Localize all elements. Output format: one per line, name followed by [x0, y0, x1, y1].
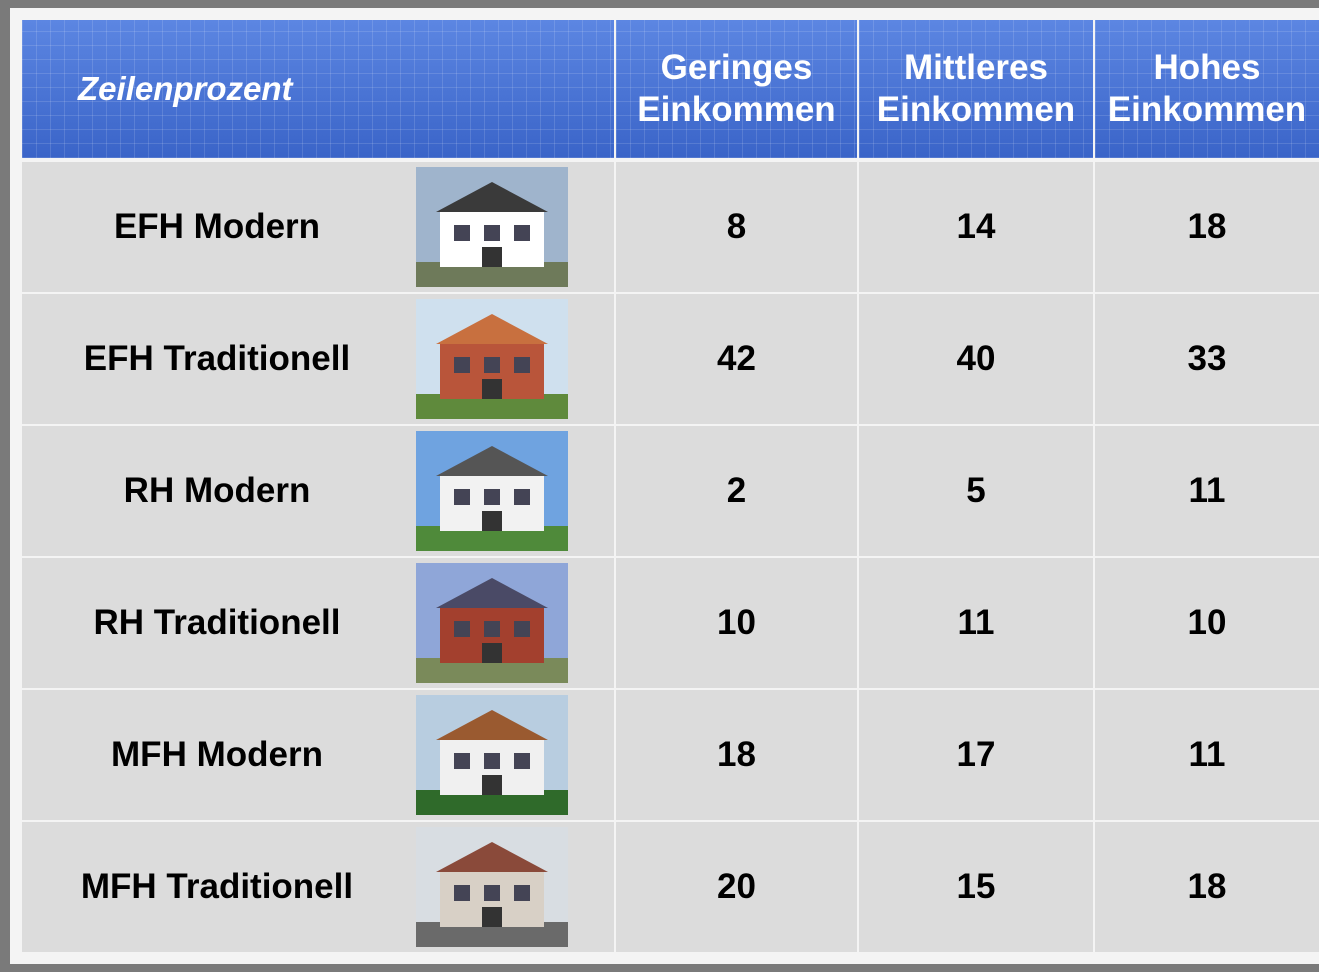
cell-text: RH Traditionell [93, 603, 341, 642]
cell-text: RH Modern [123, 471, 311, 510]
cell-text: 11 [1188, 735, 1226, 774]
cell-text: 2 [726, 471, 747, 510]
value-cell: 2 [616, 426, 857, 556]
house-photo [416, 431, 568, 551]
value-cell: 33 [1095, 294, 1319, 424]
cell-text: 40 [956, 339, 996, 378]
cell-text: EFH Modern [113, 207, 321, 246]
cell-text: Mittleres Einkommen [876, 48, 1076, 129]
value-cell: 11 [859, 558, 1093, 688]
cell-text: 18 [1187, 867, 1227, 906]
cell-text: 33 [1187, 339, 1227, 378]
cell-text: 20 [717, 867, 756, 906]
column-header: Geringes Einkommen [616, 20, 857, 158]
cell-text: 14 [956, 207, 996, 246]
cell-text: 11 [957, 603, 995, 642]
house-photo [416, 563, 568, 683]
cell-text: EFH Traditionell [83, 339, 351, 378]
value-cell: 8 [616, 162, 857, 292]
value-cell: 17 [859, 690, 1093, 820]
cell-text: 11 [1188, 471, 1226, 510]
cell-text: 10 [1187, 603, 1227, 642]
cell-text: 42 [717, 339, 756, 378]
cell-text: Zeilenprozent [78, 70, 293, 107]
value-cell: 10 [1095, 558, 1319, 688]
cell-text: 18 [1187, 207, 1227, 246]
cell-text: 15 [956, 867, 996, 906]
cell-text: 18 [717, 735, 756, 774]
house-photo [416, 695, 568, 815]
house-photo [416, 827, 568, 947]
cell-text: Hohes Einkommen [1107, 48, 1307, 129]
value-cell: 14 [859, 162, 1093, 292]
value-cell: 18 [1095, 822, 1319, 952]
cell-text: MFH Modern [111, 735, 323, 774]
value-cell: 11 [1095, 426, 1319, 556]
value-cell: 15 [859, 822, 1093, 952]
house-photo [416, 299, 568, 419]
column-header: Mittleres Einkommen [859, 20, 1093, 158]
corner-header: Zeilenprozent [22, 20, 614, 158]
value-cell: 42 [616, 294, 857, 424]
cell-text: 10 [717, 603, 756, 642]
cell-text: 5 [966, 471, 986, 510]
column-header: Hohes Einkommen [1095, 20, 1319, 158]
cell-text: MFH Traditionell [80, 867, 354, 906]
cell-text: 8 [726, 207, 747, 246]
value-cell: 10 [616, 558, 857, 688]
value-cell: 18 [616, 690, 857, 820]
value-cell: 11 [1095, 690, 1319, 820]
value-cell: 18 [1095, 162, 1319, 292]
value-cell: 20 [616, 822, 857, 952]
value-cell: 40 [859, 294, 1093, 424]
value-cell: 5 [859, 426, 1093, 556]
cell-text: 17 [956, 735, 996, 774]
house-photo [416, 167, 568, 287]
cell-text: Geringes Einkommen [637, 48, 836, 129]
